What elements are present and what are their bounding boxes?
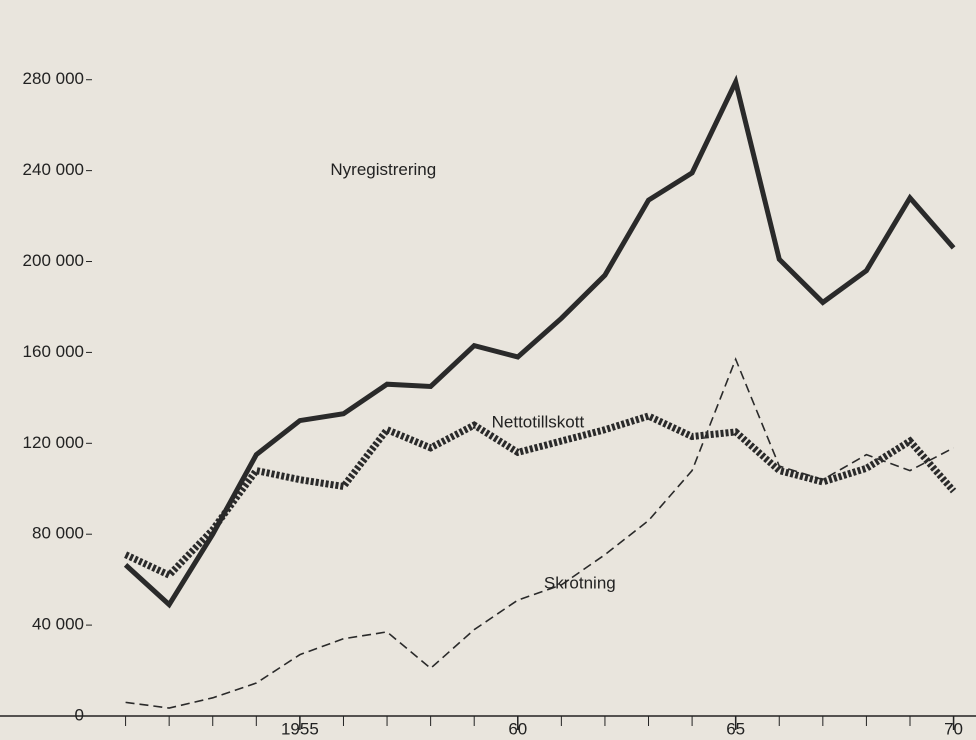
series-label: Skrotning xyxy=(544,574,616,593)
series-label: Nettotillskott xyxy=(492,412,585,431)
y-tick-label: 240 000 xyxy=(23,160,84,179)
x-tick-label: 65 xyxy=(726,719,745,738)
y-tick-label: 40 000 xyxy=(32,615,84,634)
x-tick-label: 70 xyxy=(944,719,963,738)
y-tick-label: 120 000 xyxy=(23,433,84,452)
y-tick-label: 0 xyxy=(75,705,84,724)
y-tick-label: 280 000 xyxy=(23,69,84,88)
series-line xyxy=(124,412,957,580)
y-tick-label: 80 000 xyxy=(32,524,84,543)
x-tick-label: 1955 xyxy=(281,719,319,738)
x-tick-label: 60 xyxy=(508,719,527,738)
series-line xyxy=(125,357,954,709)
series-line xyxy=(123,74,956,609)
y-tick-label: 160 000 xyxy=(23,342,84,361)
y-tick-label: 200 000 xyxy=(23,251,84,270)
series-label: Nyregistrering xyxy=(330,160,436,179)
